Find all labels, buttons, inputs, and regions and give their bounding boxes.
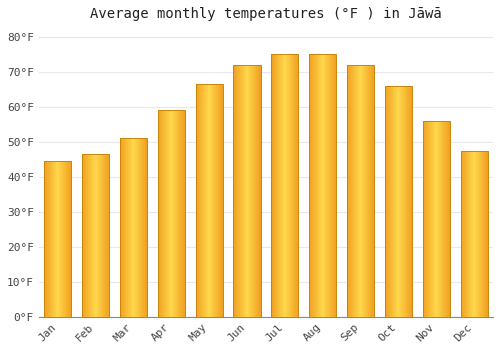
Bar xyxy=(158,110,185,317)
Bar xyxy=(196,84,223,317)
Bar xyxy=(271,54,298,317)
Bar xyxy=(309,54,336,317)
Bar xyxy=(82,154,109,317)
Bar xyxy=(347,65,374,317)
Bar xyxy=(120,138,147,317)
Bar xyxy=(234,65,260,317)
Bar xyxy=(460,150,488,317)
Bar xyxy=(44,161,72,317)
Bar xyxy=(422,121,450,317)
Title: Average monthly temperatures (°F ) in Jāwā: Average monthly temperatures (°F ) in Jā… xyxy=(90,7,442,21)
Bar xyxy=(385,86,412,317)
